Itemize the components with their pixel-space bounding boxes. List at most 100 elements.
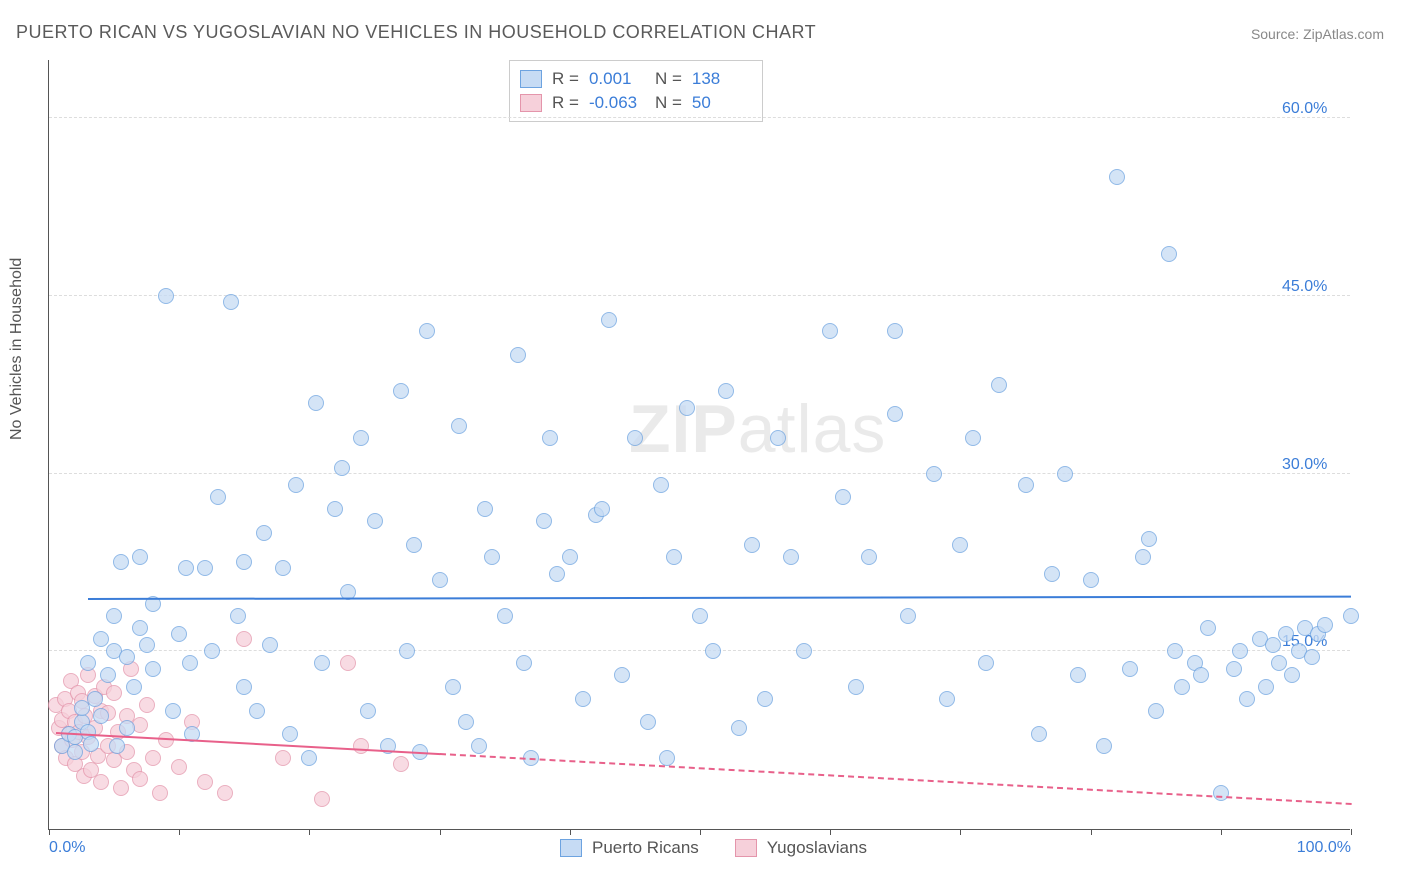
- scatter-point-pr: [718, 383, 734, 399]
- scatter-point-yu: [171, 759, 187, 775]
- scatter-point-yu: [152, 785, 168, 801]
- scatter-point-yu: [93, 774, 109, 790]
- scatter-point-pr: [516, 655, 532, 671]
- scatter-point-pr: [1258, 679, 1274, 695]
- scatter-point-pr: [308, 395, 324, 411]
- scatter-point-pr: [1343, 608, 1359, 624]
- scatter-point-yu: [106, 685, 122, 701]
- scatter-point-pr: [197, 560, 213, 576]
- scatter-point-yu: [139, 697, 155, 713]
- scatter-point-pr: [204, 643, 220, 659]
- scatter-point-pr: [757, 691, 773, 707]
- legend-label-pr: Puerto Ricans: [592, 838, 699, 858]
- legend-item-pr: Puerto Ricans: [560, 838, 699, 858]
- scatter-point-pr: [1109, 169, 1125, 185]
- scatter-point-pr: [139, 637, 155, 653]
- scatter-point-pr: [1284, 667, 1300, 683]
- scatter-point-pr: [659, 750, 675, 766]
- x-tick: [440, 829, 441, 835]
- swatch-yu-bottom: [735, 839, 757, 857]
- scatter-point-pr: [327, 501, 343, 517]
- scatter-point-pr: [952, 537, 968, 553]
- scatter-point-pr: [965, 430, 981, 446]
- scatter-point-pr: [119, 720, 135, 736]
- x-tick-label: 100.0%: [1297, 839, 1351, 857]
- scatter-point-pr: [1213, 785, 1229, 801]
- scatter-point-pr: [484, 549, 500, 565]
- n-value-pr: 138: [692, 67, 748, 91]
- scatter-point-yu: [113, 780, 129, 796]
- scatter-point-yu: [197, 774, 213, 790]
- scatter-point-pr: [1167, 643, 1183, 659]
- scatter-point-pr: [1070, 667, 1086, 683]
- scatter-point-pr: [419, 323, 435, 339]
- r-value-yu: -0.063: [589, 91, 645, 115]
- legend-item-yu: Yugoslavians: [735, 838, 867, 858]
- stats-legend: R = 0.001 N = 138 R = -0.063 N = 50: [509, 60, 763, 122]
- scatter-point-pr: [256, 525, 272, 541]
- scatter-point-pr: [171, 626, 187, 642]
- scatter-point-pr: [1096, 738, 1112, 754]
- trend-line: [88, 596, 1351, 600]
- scatter-point-pr: [1232, 643, 1248, 659]
- scatter-point-pr: [1148, 703, 1164, 719]
- scatter-point-pr: [262, 637, 278, 653]
- scatter-point-pr: [275, 560, 291, 576]
- scatter-point-pr: [334, 460, 350, 476]
- n-value-yu: 50: [692, 91, 748, 115]
- scatter-point-pr: [705, 643, 721, 659]
- chart-title: PUERTO RICAN VS YUGOSLAVIAN NO VEHICLES …: [16, 22, 816, 43]
- scatter-point-pr: [367, 513, 383, 529]
- scatter-point-pr: [1271, 655, 1287, 671]
- scatter-point-pr: [510, 347, 526, 363]
- scatter-point-pr: [1083, 572, 1099, 588]
- stats-row-pr: R = 0.001 N = 138: [520, 67, 748, 91]
- series-legend: Puerto Ricans Yugoslavians: [560, 838, 867, 858]
- scatter-point-pr: [1122, 661, 1138, 677]
- scatter-point-pr: [458, 714, 474, 730]
- scatter-point-pr: [236, 554, 252, 570]
- scatter-point-pr: [477, 501, 493, 517]
- scatter-point-pr: [1265, 637, 1281, 653]
- scatter-point-pr: [1031, 726, 1047, 742]
- gridline: [49, 295, 1350, 296]
- scatter-point-pr: [939, 691, 955, 707]
- scatter-point-pr: [594, 501, 610, 517]
- scatter-point-pr: [861, 549, 877, 565]
- scatter-point-pr: [640, 714, 656, 730]
- scatter-point-pr: [1239, 691, 1255, 707]
- scatter-point-pr: [770, 430, 786, 446]
- scatter-point-pr: [182, 655, 198, 671]
- scatter-point-pr: [679, 400, 695, 416]
- scatter-point-pr: [1200, 620, 1216, 636]
- x-tick: [1091, 829, 1092, 835]
- scatter-point-pr: [848, 679, 864, 695]
- scatter-point-yu: [217, 785, 233, 801]
- scatter-point-pr: [282, 726, 298, 742]
- scatter-point-pr: [926, 466, 942, 482]
- scatter-point-pr: [542, 430, 558, 446]
- source-name: ZipAtlas.com: [1303, 26, 1384, 42]
- scatter-point-pr: [230, 608, 246, 624]
- x-tick: [309, 829, 310, 835]
- n-label-yu: N =: [655, 91, 682, 115]
- scatter-point-pr: [236, 679, 252, 695]
- scatter-point-pr: [1044, 566, 1060, 582]
- r-label-yu: R =: [552, 91, 579, 115]
- scatter-point-pr: [109, 738, 125, 754]
- x-tick: [960, 829, 961, 835]
- scatter-point-pr: [353, 430, 369, 446]
- n-label-pr: N =: [655, 67, 682, 91]
- r-value-pr: 0.001: [589, 67, 645, 91]
- x-tick: [1221, 829, 1222, 835]
- swatch-pr: [520, 70, 542, 88]
- y-tick-label: 60.0%: [1282, 100, 1342, 118]
- scatter-point-pr: [1174, 679, 1190, 695]
- scatter-point-yu: [145, 750, 161, 766]
- source-attribution: Source: ZipAtlas.com: [1251, 26, 1384, 42]
- x-tick-label: 0.0%: [49, 839, 85, 857]
- scatter-point-pr: [406, 537, 422, 553]
- scatter-point-pr: [393, 383, 409, 399]
- scatter-point-pr: [1304, 649, 1320, 665]
- scatter-point-pr: [67, 744, 83, 760]
